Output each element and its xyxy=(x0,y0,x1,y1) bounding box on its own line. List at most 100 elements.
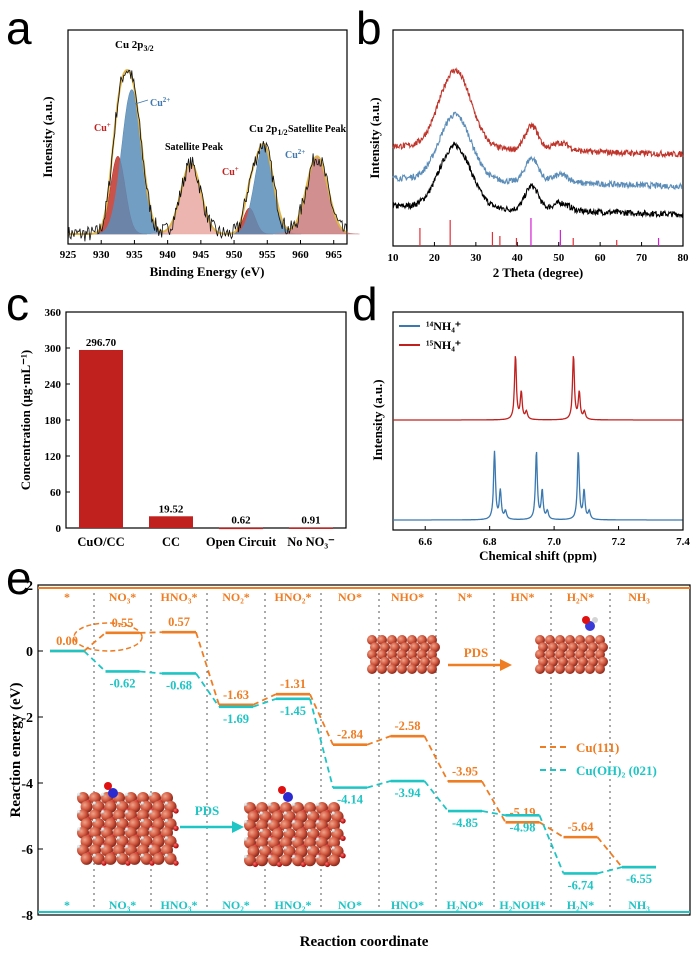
energy-value-label: -6.74 xyxy=(567,878,594,892)
energy-y-ticks: 2 0 -2 -4 -6 -8 xyxy=(21,579,43,924)
atom xyxy=(340,835,346,841)
xps-annot-cuplus-2: Cu+ xyxy=(222,165,239,178)
atom xyxy=(565,664,575,674)
energy-value-label: -2.84 xyxy=(337,728,364,742)
atom xyxy=(292,854,296,859)
atom xyxy=(283,846,288,850)
xps-x-axis-label: Binding Energy (eV) xyxy=(150,264,265,279)
xps-peak-1 xyxy=(91,89,172,235)
panel-label-a: a xyxy=(6,2,32,54)
xps-annot-cuplus-1: Cu+ xyxy=(94,121,111,134)
atom xyxy=(77,844,81,849)
xps-x-tick-label: 930 xyxy=(93,249,110,261)
energy-connector xyxy=(366,780,391,789)
xrd-x-ticks: 10 20 30 40 50 60 70 80 xyxy=(388,242,689,264)
bar-value-label: 19.52 xyxy=(159,503,184,515)
nmr-y-axis-label: Intensity (a.u.) xyxy=(370,379,385,460)
atom xyxy=(407,664,417,674)
atom xyxy=(259,846,264,850)
atom xyxy=(125,827,129,831)
energy-value-label: -5.19 xyxy=(509,805,535,819)
bar-category-label: CC xyxy=(162,535,180,549)
energy-connector xyxy=(139,631,163,634)
bar-value-label: 0.62 xyxy=(231,515,251,527)
atom xyxy=(307,811,312,815)
xps-x-tick-label: 950 xyxy=(226,249,243,261)
atom xyxy=(283,828,288,833)
atom xyxy=(149,810,153,814)
bar-panel: 0 60 120 180 240 300 360 296.70 CuO/CC 19.52 CC 0.… xyxy=(18,307,347,549)
atom xyxy=(152,852,165,865)
xps-panel: 925 930 935 940 945 950 955 960 965 Binding Ener… xyxy=(40,29,360,279)
xps-x-tick-label: 965 xyxy=(325,249,342,261)
energy-step-label: H₂N* xyxy=(567,898,595,912)
atom xyxy=(149,792,153,797)
energy-y-tick-label: -8 xyxy=(21,909,33,924)
xrd-frame xyxy=(392,29,684,247)
xrd-y-axis-label: Intensity (a.u.) xyxy=(367,97,382,178)
energy-legend-cu111: Cu(111) xyxy=(576,740,619,755)
xrd-x-tick-label: 60 xyxy=(595,252,607,264)
energy-connector xyxy=(309,698,334,788)
atom xyxy=(125,792,129,797)
nmr-x-tick-label: 6.6 xyxy=(418,536,432,548)
xrd-patterns xyxy=(392,67,684,219)
xps-annot-pointer xyxy=(134,99,149,105)
energy-value-label: -1.31 xyxy=(280,677,306,691)
atom xyxy=(307,828,312,833)
atom xyxy=(140,853,145,857)
energy-step-label: NO* xyxy=(338,898,362,912)
atom xyxy=(244,802,248,807)
atom xyxy=(104,782,112,790)
xps-annot-cu2plus-2: Cu2+ xyxy=(285,148,305,161)
energy-connector xyxy=(139,670,163,675)
xrd-x-tick-label: 10 xyxy=(388,252,400,264)
xps-annot-cu2p32: Cu 2p3/2 xyxy=(115,39,154,53)
energy-y-axis-label: Reaction energy (eV) xyxy=(8,683,24,818)
energy-step-label: HNO* xyxy=(391,898,424,912)
atom xyxy=(244,854,248,859)
atom xyxy=(125,844,129,849)
atom xyxy=(149,844,153,849)
atom xyxy=(101,844,105,849)
atom xyxy=(259,828,264,833)
energy-connector xyxy=(481,810,506,817)
atom xyxy=(268,802,272,807)
energy-step-label: NO₂* xyxy=(222,590,250,604)
atom xyxy=(116,818,121,823)
atom xyxy=(164,801,169,805)
energy-connector xyxy=(423,735,449,782)
panel-label-e: e xyxy=(6,552,32,604)
atom xyxy=(545,664,555,674)
xps-peak-2 xyxy=(151,163,231,235)
energy-step-label: NHO* xyxy=(391,590,424,604)
atom xyxy=(173,825,179,831)
pds-label-top: PDS xyxy=(464,645,489,660)
xrd-x-tick-label: 40 xyxy=(512,252,524,264)
atom xyxy=(331,828,336,833)
energy-y-tick-label: 0 xyxy=(26,645,33,660)
energy-connector xyxy=(195,672,220,708)
slab-cu111-left xyxy=(367,635,440,674)
atom xyxy=(140,836,145,840)
energy-step-label: HNO₃* xyxy=(161,590,198,604)
panel-label-b: b xyxy=(356,2,382,54)
energy-step-label: HN* xyxy=(511,590,535,604)
energy-value-label: -0.68 xyxy=(166,678,192,692)
energy-y-tick-label: 2 xyxy=(26,579,33,594)
nmr-legend-15: ¹⁵NH₄⁺ xyxy=(426,338,461,352)
energy-step-label: H₂NO* xyxy=(447,898,484,912)
energy-y-tick-label: -6 xyxy=(21,843,33,858)
xps-x-tick-label: 955 xyxy=(259,249,276,261)
xps-annot-satellite-2: Satellite Peak xyxy=(288,124,346,135)
atom xyxy=(268,820,272,824)
xps-x-tick-label: 925 xyxy=(60,249,77,261)
bar-y-tick-label: 180 xyxy=(45,415,62,427)
atom xyxy=(101,827,105,831)
slab-cuoh2-right xyxy=(244,802,346,868)
energy-connector xyxy=(252,693,277,706)
atom xyxy=(173,808,179,814)
surface-illustrations xyxy=(77,616,608,868)
atom xyxy=(140,818,145,823)
energy-y-tick-label: -4 xyxy=(21,777,33,792)
